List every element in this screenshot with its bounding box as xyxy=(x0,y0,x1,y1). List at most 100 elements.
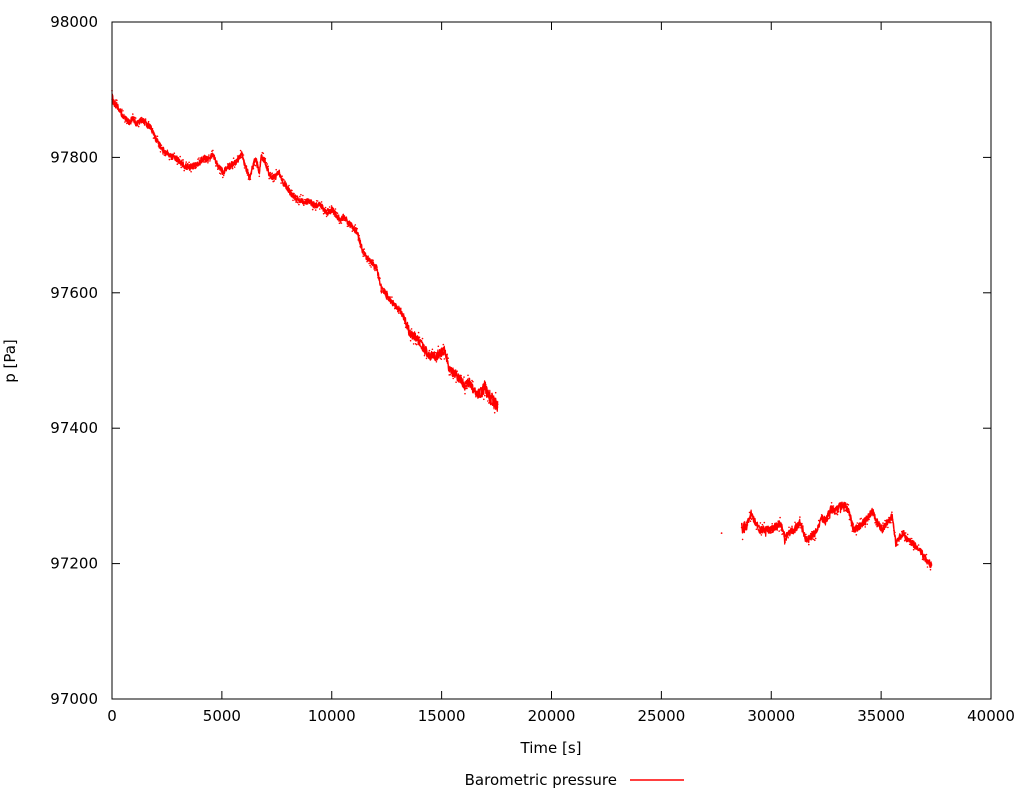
pressure-dot xyxy=(334,208,337,210)
pressure-dot xyxy=(436,351,439,354)
pressure-dot xyxy=(325,215,328,218)
pressure-dot xyxy=(130,122,132,125)
pressure-dot xyxy=(235,160,238,162)
pressure-dot xyxy=(814,539,816,542)
pressure-dot xyxy=(910,537,913,540)
pressure-dot xyxy=(447,357,450,360)
pressure-dot xyxy=(823,522,826,524)
pressure-dot xyxy=(352,227,355,229)
pressure-dot xyxy=(402,313,405,315)
pressure-dot xyxy=(806,536,808,538)
pressure-dot xyxy=(742,527,745,530)
pressure-dot xyxy=(441,352,444,354)
pressure-dot xyxy=(829,512,832,514)
pressure-dot xyxy=(757,529,760,531)
pressure-dot xyxy=(891,511,893,513)
pressure-dot xyxy=(455,381,457,384)
pressure-dot xyxy=(314,209,317,211)
pressure-dot xyxy=(828,517,831,519)
pressure-dot xyxy=(892,521,894,524)
pressure-dot xyxy=(485,384,487,386)
pressure-dot xyxy=(313,204,316,206)
pressure-dot xyxy=(212,149,214,152)
pressure-dot xyxy=(905,540,908,543)
pressure-dot xyxy=(354,224,357,226)
pressure-dot xyxy=(772,525,774,528)
pressure-dot xyxy=(216,160,218,163)
pressure-dot xyxy=(390,302,392,304)
pressure-dot xyxy=(311,208,314,211)
pressure-dot xyxy=(909,543,912,546)
pressure-dot xyxy=(479,392,481,395)
pressure-dot xyxy=(753,521,756,524)
pressure-dot xyxy=(143,124,146,126)
pressure-dot xyxy=(875,524,877,526)
pressure-dot xyxy=(837,511,840,513)
pressure-dot xyxy=(928,559,931,561)
pressure-dot xyxy=(901,530,903,533)
pressure-dot xyxy=(148,127,151,129)
pressure-dot xyxy=(185,161,187,163)
pressure-dot xyxy=(317,202,320,205)
pressure-dot xyxy=(289,193,291,196)
pressure-dot xyxy=(771,523,773,525)
pressure-dot xyxy=(151,127,154,130)
pressure-dot xyxy=(760,534,763,536)
pressure-dot xyxy=(311,202,313,205)
y-tick-label: 98000 xyxy=(50,13,98,31)
pressure-dot xyxy=(374,269,376,272)
pressure-dot xyxy=(473,388,475,391)
pressure-dot xyxy=(487,400,489,402)
pressure-dot xyxy=(158,147,161,149)
pressure-dot xyxy=(446,353,449,356)
pressure-dot xyxy=(184,165,186,168)
pressure-dot xyxy=(427,356,430,359)
pressure-dot xyxy=(761,523,764,526)
y-axis-title: p [Pa] xyxy=(1,339,19,383)
pressure-dot xyxy=(776,529,778,531)
pressure-dot xyxy=(864,526,866,528)
pressure-dot xyxy=(435,361,438,363)
pressure-dot xyxy=(183,169,185,172)
pressure-dot xyxy=(472,380,474,383)
pressure-dot xyxy=(387,298,389,301)
pressure-dot xyxy=(451,367,454,370)
pressure-dot xyxy=(380,290,382,292)
pressure-dot xyxy=(460,374,462,377)
pressure-dot xyxy=(782,532,784,535)
pressure-dot xyxy=(356,227,359,230)
pressure-dot xyxy=(887,526,889,529)
pressure-dot xyxy=(383,287,385,290)
pressure-dot xyxy=(819,518,822,520)
pressure-dot xyxy=(173,152,176,154)
pressure-dot xyxy=(384,292,386,295)
pressure-dot xyxy=(144,118,147,120)
pressure-dot xyxy=(773,528,775,531)
pressure-dot xyxy=(149,128,152,130)
pressure-dot xyxy=(795,522,797,525)
pressure-dot xyxy=(763,521,766,524)
pressure-dot xyxy=(490,393,493,395)
pressure-dot xyxy=(152,137,155,139)
pressure-dot xyxy=(906,533,909,536)
pressure-dot xyxy=(182,159,184,161)
pressure-dot xyxy=(349,221,352,224)
pressure-dot xyxy=(841,504,844,507)
pressure-dot xyxy=(476,394,478,397)
pressure-dot xyxy=(421,337,424,340)
pressure-dot xyxy=(240,156,243,159)
pressure-dot xyxy=(915,545,918,547)
pressure-dot xyxy=(844,509,847,512)
pressure-dot xyxy=(398,312,400,314)
pressure-dot xyxy=(180,166,182,169)
pressure-dot xyxy=(153,133,156,135)
pressure-dot xyxy=(348,220,351,222)
pressure-dot xyxy=(333,215,336,217)
pressure-dot xyxy=(265,161,268,164)
pressure-dot xyxy=(193,164,195,167)
pressure-dot xyxy=(214,157,216,159)
pressure-dot xyxy=(358,234,361,237)
pressure-dot xyxy=(137,125,140,128)
pressure-dot xyxy=(125,118,127,120)
pressure-dot xyxy=(413,336,416,338)
